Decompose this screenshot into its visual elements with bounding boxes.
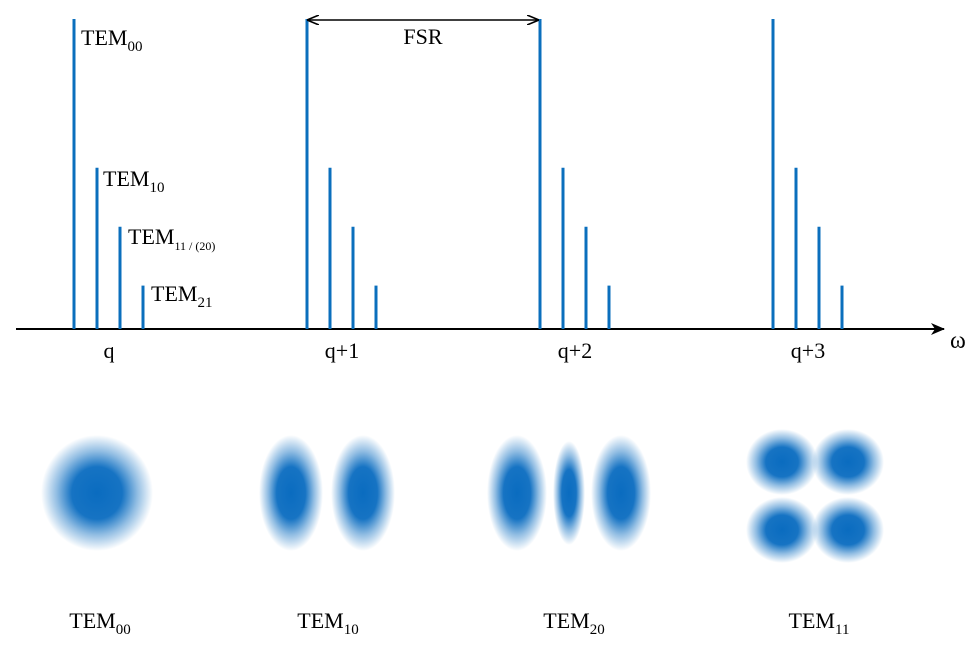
beam-lobe bbox=[812, 497, 884, 563]
mode-label-tem21: TEM21 bbox=[151, 281, 212, 311]
beam-lobe bbox=[591, 435, 651, 551]
order-label-q1: q+1 bbox=[325, 338, 359, 363]
beam-lobe bbox=[553, 441, 585, 545]
beam-spot bbox=[41, 435, 153, 551]
axis-label-omega: ω bbox=[950, 328, 966, 354]
mode-label-tem00: TEM00 bbox=[81, 25, 142, 55]
mode-label-tem11-20: TEM11 / (20) bbox=[128, 224, 215, 253]
beam-lobe bbox=[746, 429, 818, 495]
order-label-q: q bbox=[104, 338, 115, 363]
beam-lobe bbox=[746, 497, 818, 563]
profile-label-tem10: TEM10 bbox=[297, 608, 358, 638]
spectral-lines bbox=[72, 19, 844, 329]
profile-label-tem11: TEM11 bbox=[789, 608, 850, 638]
profile-label-tem20: TEM20 bbox=[543, 608, 604, 638]
profile-label-tem00: TEM00 bbox=[69, 608, 130, 638]
beam-lobe bbox=[259, 435, 323, 551]
order-label-q3: q+3 bbox=[791, 338, 825, 363]
beam-lobe bbox=[331, 435, 395, 551]
profile-tem00 bbox=[41, 435, 153, 551]
beam-lobe bbox=[487, 435, 547, 551]
mode-label-tem10: TEM10 bbox=[103, 166, 164, 196]
fsr-label: FSR bbox=[403, 24, 442, 49]
profile-tem11 bbox=[746, 429, 884, 563]
profile-tem10 bbox=[259, 435, 395, 551]
profile-tem20 bbox=[487, 435, 651, 551]
order-label-q2: q+2 bbox=[558, 338, 592, 363]
beam-lobe bbox=[812, 429, 884, 495]
